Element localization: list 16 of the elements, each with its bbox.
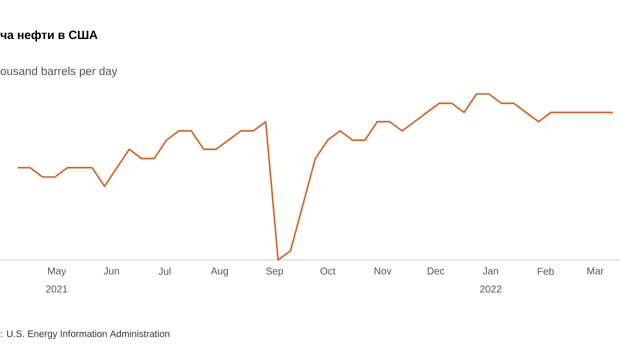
x-tick-label: Aug [210,268,228,276]
chart-subtitle: ousand barrels per day [0,66,118,78]
x-tick-label: Jun [104,268,119,274]
x-tick-label: Dec [428,268,444,274]
x-tick-label: Jan [482,268,498,274]
x2-tick-label: 2021 [46,286,68,293]
x2-tick-label: 2022 [480,286,502,293]
text: : U.S. Energy Information Administration [1,330,170,339]
x-tick-label: Oct [320,268,336,275]
x-tick-label: Jul [158,268,170,275]
x-tick-label: Mar [587,268,604,274]
x-tick-label: Nov [374,268,392,274]
x-tick-label: Feb [538,268,554,275]
chart-title: ча нефти в США [0,30,98,42]
x-tick-label: Sep [266,268,284,277]
x-tick-label: May [48,268,66,276]
